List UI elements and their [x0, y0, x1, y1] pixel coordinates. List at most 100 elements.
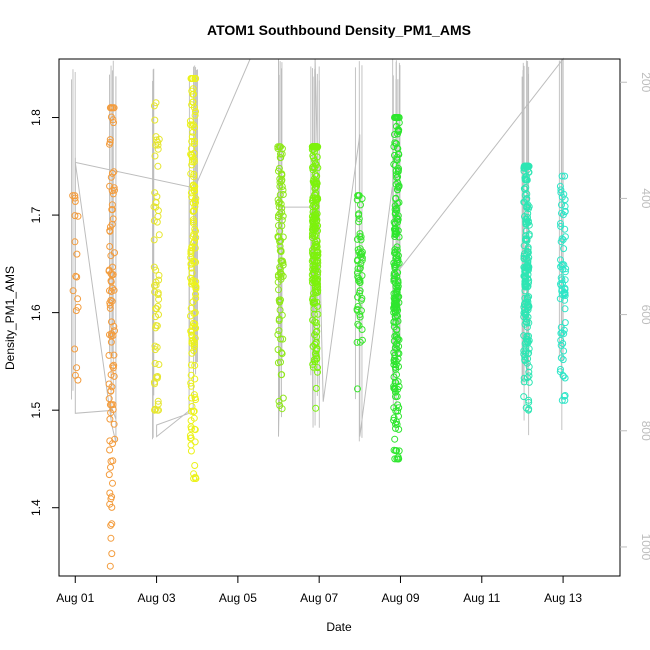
data-point — [109, 401, 117, 409]
data-point — [353, 196, 361, 204]
data-point — [309, 294, 317, 302]
data-point — [191, 203, 199, 210]
data-point — [310, 251, 318, 259]
data-point — [557, 263, 565, 271]
data-point — [187, 434, 195, 442]
data-point — [189, 85, 197, 93]
data-point — [558, 201, 565, 209]
data-point — [356, 245, 364, 253]
data-point — [557, 256, 564, 264]
data-point — [393, 371, 400, 379]
data-point — [558, 396, 566, 404]
data-point — [107, 338, 115, 346]
data-point — [358, 294, 366, 302]
data-point — [189, 323, 197, 330]
data-point — [108, 318, 115, 326]
data-point — [109, 215, 117, 223]
data-point — [279, 261, 287, 269]
data-point — [191, 375, 199, 383]
data-point — [356, 264, 364, 272]
data-point — [309, 230, 316, 238]
data-point — [392, 167, 400, 175]
data-point — [391, 354, 398, 362]
data-point — [192, 278, 200, 286]
data-point — [522, 232, 530, 240]
data-point — [525, 254, 533, 262]
data-point — [277, 248, 285, 256]
data-point — [557, 354, 565, 362]
data-point — [557, 222, 565, 230]
data-point — [279, 212, 287, 220]
data-point — [557, 341, 565, 349]
data-point — [559, 211, 567, 219]
data-point — [392, 424, 399, 432]
data-point — [391, 206, 399, 213]
data-point — [312, 347, 320, 355]
data-point — [358, 326, 366, 333]
data-point — [391, 202, 399, 210]
data-point — [353, 257, 361, 265]
data-point — [108, 493, 116, 501]
data-point — [314, 310, 322, 318]
data-point — [525, 263, 533, 271]
data-point — [395, 425, 403, 433]
data-point — [559, 372, 567, 380]
data-point — [151, 342, 159, 350]
data-point — [106, 415, 114, 423]
data-point — [354, 385, 361, 393]
x-tick-label: Aug 09 — [381, 591, 419, 605]
data-point — [155, 361, 163, 368]
data-point — [523, 162, 531, 170]
data-point — [110, 168, 118, 176]
data-point — [107, 463, 114, 471]
data-point — [355, 210, 363, 218]
data-point — [313, 153, 321, 161]
data-point — [110, 420, 118, 428]
data-point — [311, 286, 319, 294]
data-point — [521, 213, 528, 220]
x-tick-label: Aug 03 — [138, 591, 176, 605]
data-point — [155, 276, 163, 284]
data-point — [313, 182, 320, 190]
data-point — [107, 534, 115, 542]
data-point — [392, 418, 400, 426]
data-point — [110, 104, 118, 112]
data-point — [188, 280, 195, 288]
data-point — [150, 263, 158, 271]
data-point — [309, 164, 316, 171]
data-point — [310, 147, 318, 155]
data-point — [192, 290, 199, 298]
data-point — [311, 143, 319, 151]
data-point — [523, 190, 531, 198]
data-point — [357, 201, 364, 209]
secondary-y-axis: 200 400 600 800 1000 — [620, 72, 650, 561]
data-point — [393, 206, 401, 214]
data-point — [355, 192, 363, 200]
data-point — [560, 347, 568, 355]
data-point — [191, 309, 199, 317]
data-point — [524, 249, 532, 256]
data-point — [154, 397, 162, 405]
y-tick-label: 1.4 — [29, 499, 43, 516]
data-point — [190, 257, 198, 265]
data-point — [560, 326, 568, 334]
data-point — [356, 313, 364, 321]
data-point — [523, 293, 531, 301]
data-point — [191, 394, 199, 402]
data-point — [391, 233, 399, 240]
data-point — [524, 201, 532, 209]
data-point — [109, 457, 117, 465]
data-point — [392, 228, 399, 236]
data-point — [108, 206, 116, 214]
data-point — [395, 233, 403, 241]
data-point — [109, 116, 117, 124]
data-point — [151, 152, 159, 160]
data-point — [312, 240, 320, 248]
data-point — [106, 136, 114, 144]
data-point — [278, 183, 286, 190]
data-point — [394, 306, 402, 314]
data-point — [557, 220, 564, 227]
data-point — [110, 361, 118, 369]
data-point — [191, 123, 198, 131]
data-point — [524, 271, 532, 279]
